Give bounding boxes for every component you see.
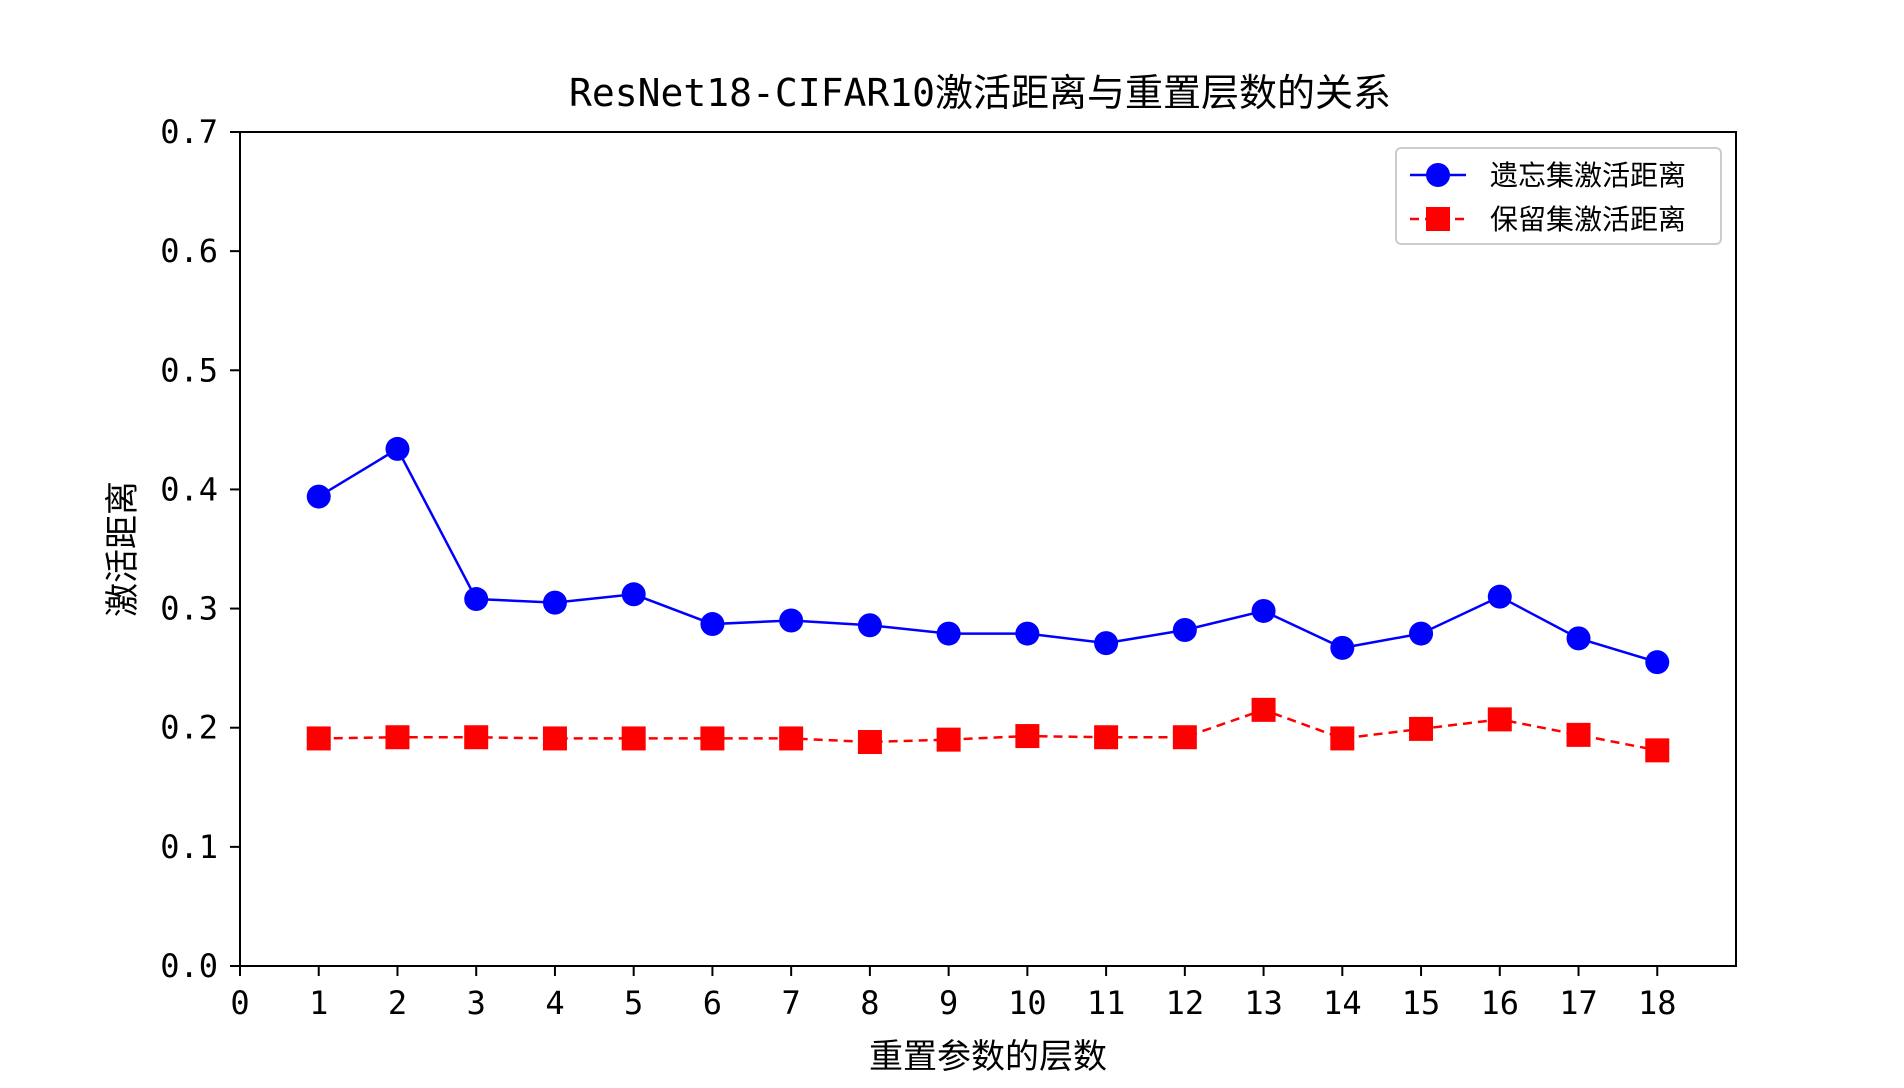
x-tick-label: 7 [782,984,801,1022]
legend-item-1[interactable]: 遗忘集激活距离 [1410,159,1686,192]
data-point [385,725,410,750]
data-point [1251,697,1276,722]
x-tick-label: 2 [388,984,407,1022]
y-tick-label: 0.4 [160,470,218,508]
x-tick-label: 14 [1323,984,1362,1022]
legend-frame [1395,147,1722,245]
x-tick-label: 9 [939,984,958,1022]
x-tick-label: 15 [1402,984,1441,1022]
y-tick-label: 0.0 [160,947,218,985]
x-tick-label: 6 [703,984,722,1022]
data-point [1566,626,1591,651]
data-point [700,612,725,637]
data-point [306,726,331,751]
data-point [621,726,646,751]
data-point [857,730,882,755]
x-tick-label: 11 [1087,984,1126,1022]
data-point [306,484,331,509]
series-line [318,708,1658,752]
series-1 [306,436,1670,675]
x-tick-label: 0 [230,984,249,1022]
legend-label: 遗忘集激活距离 [1490,159,1686,192]
legend-marker [1426,207,1450,231]
legend-label: 保留集激活距离 [1490,203,1686,236]
data-point [542,590,567,615]
plot-frame [239,131,1737,967]
x-tick-label: 8 [860,984,879,1022]
series-2 [306,697,1670,763]
chart-title: ResNet18-CIFAR10激活距离与重置层数的关系 [569,71,1391,115]
data-point [542,726,567,751]
data-point [1487,707,1512,732]
data-point [621,582,646,607]
data-point [1566,722,1591,747]
y-tick-label: 0.3 [160,590,218,628]
y-axis-label: 激活距离 [103,481,143,617]
y-tick-label: 0.6 [160,232,218,270]
x-tick-label: 10 [1008,984,1047,1022]
data-point [464,587,489,612]
y-tick-label: 0.5 [160,351,218,389]
data-point [1330,726,1355,751]
x-axis: 0 1 2 3 4 5 6 7 8 9 10 11 12 13 14 15 16 17 18 [230,966,1677,1022]
data-point [1172,618,1197,643]
x-tick-label: 12 [1166,984,1205,1022]
data-point [1487,584,1512,609]
data-point [1015,621,1040,646]
y-tick-label: 0.2 [160,709,218,747]
data-point [1645,650,1670,675]
data-point [1251,598,1276,623]
x-tick-label: 3 [467,984,486,1022]
data-point [1409,621,1434,646]
x-tick-label: 5 [624,984,643,1022]
data-point [385,436,410,461]
data-point [464,725,489,750]
x-tick-label: 17 [1559,984,1598,1022]
x-tick-label: 1 [309,984,328,1022]
data-point [1094,725,1119,750]
data-point [1094,631,1119,656]
y-tick-label: 0.7 [160,113,218,151]
data-point [936,621,961,646]
data-point [779,608,804,633]
data-point [1645,738,1670,763]
x-tick-label: 18 [1638,984,1677,1022]
x-axis-label: 重置参数的层数 [869,1037,1107,1077]
x-tick-label: 16 [1481,984,1520,1022]
legend-marker [1426,163,1450,187]
x-tick-label: 4 [545,984,564,1022]
data-point [1409,716,1434,741]
y-tick-label: 0.1 [160,828,218,866]
data-point [1172,725,1197,750]
data-point [857,613,882,638]
legend-item-2[interactable]: 保留集激活距离 [1410,203,1686,236]
x-tick-label: 13 [1244,984,1283,1022]
data-point [700,726,725,751]
y-axis: 0.0 0.1 0.2 0.3 0.4 0.5 0.6 0.7 [160,113,240,985]
series-layer [306,436,1670,763]
data-point [779,726,804,751]
data-point [936,727,961,752]
data-point [1330,635,1355,660]
data-point [1015,724,1040,749]
series-line [318,447,1658,664]
